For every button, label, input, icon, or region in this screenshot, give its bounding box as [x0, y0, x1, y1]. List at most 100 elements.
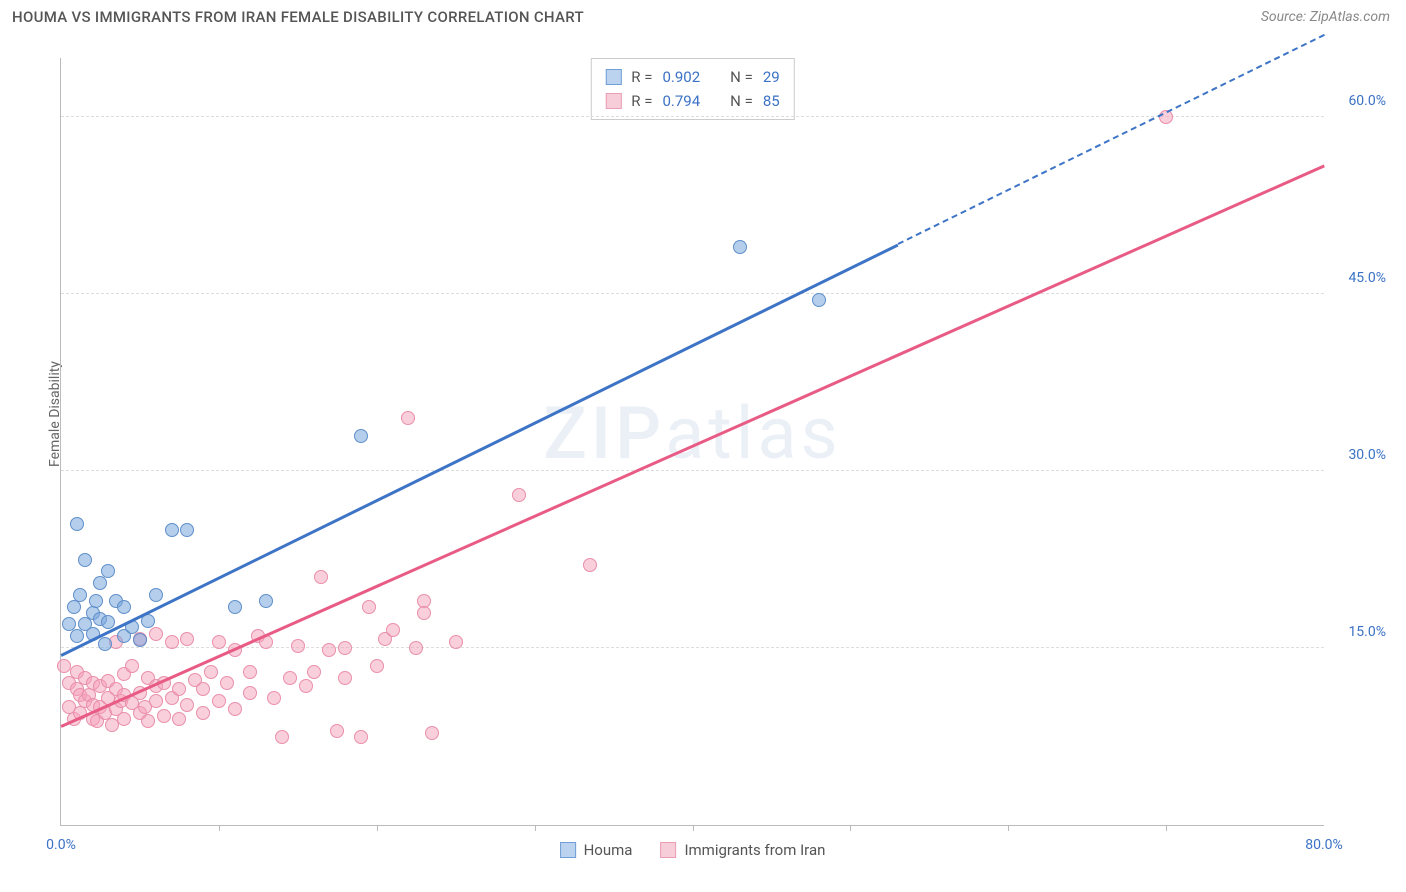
r-value: 0.794	[662, 89, 700, 113]
legend-label: Immigrants from Iran	[684, 841, 825, 859]
data-point	[354, 730, 368, 744]
data-point	[101, 564, 115, 578]
data-point	[733, 240, 747, 254]
legend-item: Houma	[560, 841, 633, 859]
data-point	[322, 643, 336, 657]
gridline	[61, 647, 1324, 648]
stats-row: R = 0.902N = 29	[605, 65, 779, 89]
data-point	[165, 523, 179, 537]
data-point	[165, 635, 179, 649]
data-point	[212, 694, 226, 708]
data-point	[98, 637, 112, 651]
scatter-plot: ZIPatlas R = 0.902N = 29R = 0.794N = 85 …	[60, 58, 1324, 826]
data-point	[149, 588, 163, 602]
data-point	[299, 679, 313, 693]
x-tick	[219, 825, 220, 831]
data-point	[180, 698, 194, 712]
y-tick-label: 30.0%	[1330, 447, 1386, 463]
data-point	[425, 726, 439, 740]
n-value: 85	[763, 89, 780, 113]
trend-line	[60, 164, 1324, 727]
header: HOUMA VS IMMIGRANTS FROM IRAN FEMALE DIS…	[0, 0, 1406, 30]
legend-item: Immigrants from Iran	[660, 841, 825, 859]
data-point	[212, 635, 226, 649]
data-point	[89, 594, 103, 608]
data-point	[180, 523, 194, 537]
data-point	[307, 665, 321, 679]
x-axis-min-label: 0.0%	[46, 837, 76, 853]
data-point	[812, 293, 826, 307]
data-point	[243, 686, 257, 700]
data-point	[172, 682, 186, 696]
data-point	[196, 706, 210, 720]
data-point	[172, 712, 186, 726]
x-tick	[1166, 825, 1167, 831]
data-point	[275, 730, 289, 744]
data-point	[93, 576, 107, 590]
data-point	[267, 691, 281, 705]
data-point	[220, 676, 234, 690]
correlation-stats-box: R = 0.902N = 29R = 0.794N = 85	[590, 58, 794, 120]
data-point	[228, 702, 242, 716]
series-swatch	[660, 842, 676, 858]
data-point	[330, 724, 344, 738]
n-value: 29	[763, 65, 780, 89]
trend-line	[60, 244, 898, 657]
data-point	[283, 671, 297, 685]
y-tick-label: 45.0%	[1330, 270, 1386, 286]
data-point	[141, 714, 155, 728]
data-point	[512, 488, 526, 502]
x-tick	[850, 825, 851, 831]
chart-title: HOUMA VS IMMIGRANTS FROM IRAN FEMALE DIS…	[12, 8, 584, 26]
legend-label: Houma	[584, 841, 633, 859]
source-credit: Source: ZipAtlas.com	[1261, 9, 1390, 25]
data-point	[259, 594, 273, 608]
y-tick-label: 60.0%	[1330, 93, 1386, 109]
data-point	[228, 600, 242, 614]
data-point	[409, 641, 423, 655]
data-point	[362, 600, 376, 614]
data-point	[583, 558, 597, 572]
data-point	[243, 665, 257, 679]
data-point	[204, 665, 218, 679]
y-tick-label: 15.0%	[1330, 624, 1386, 640]
x-axis-max-label: 80.0%	[1305, 837, 1343, 853]
data-point	[73, 588, 87, 602]
data-point	[338, 671, 352, 685]
gridline	[61, 293, 1324, 294]
gridline	[61, 470, 1324, 471]
x-tick	[693, 825, 694, 831]
r-value: 0.902	[662, 65, 700, 89]
data-point	[354, 429, 368, 443]
trend-line-extrapolated	[897, 34, 1324, 245]
data-point	[78, 553, 92, 567]
series-legend: Houma Immigrants from Iran	[560, 841, 826, 859]
series-swatch	[605, 93, 621, 109]
data-point	[370, 659, 384, 673]
data-point	[70, 517, 84, 531]
data-point	[196, 682, 210, 696]
data-point	[133, 633, 147, 647]
data-point	[117, 600, 131, 614]
data-point	[149, 627, 163, 641]
gridline	[61, 116, 1324, 117]
data-point	[157, 709, 171, 723]
data-point	[417, 606, 431, 620]
chart-container: Female Disability ZIPatlas R = 0.902N = …	[12, 38, 1394, 880]
series-swatch	[560, 842, 576, 858]
data-point	[125, 659, 139, 673]
data-point	[291, 639, 305, 653]
data-point	[180, 632, 194, 646]
data-point	[338, 641, 352, 655]
x-tick	[535, 825, 536, 831]
data-point	[117, 712, 131, 726]
data-point	[449, 635, 463, 649]
watermark: ZIPatlas	[543, 391, 841, 476]
data-point	[386, 623, 400, 637]
x-tick	[377, 825, 378, 831]
data-point	[401, 411, 415, 425]
data-point	[70, 629, 84, 643]
data-point	[149, 694, 163, 708]
stats-row: R = 0.794N = 85	[605, 89, 779, 113]
data-point	[314, 570, 328, 584]
